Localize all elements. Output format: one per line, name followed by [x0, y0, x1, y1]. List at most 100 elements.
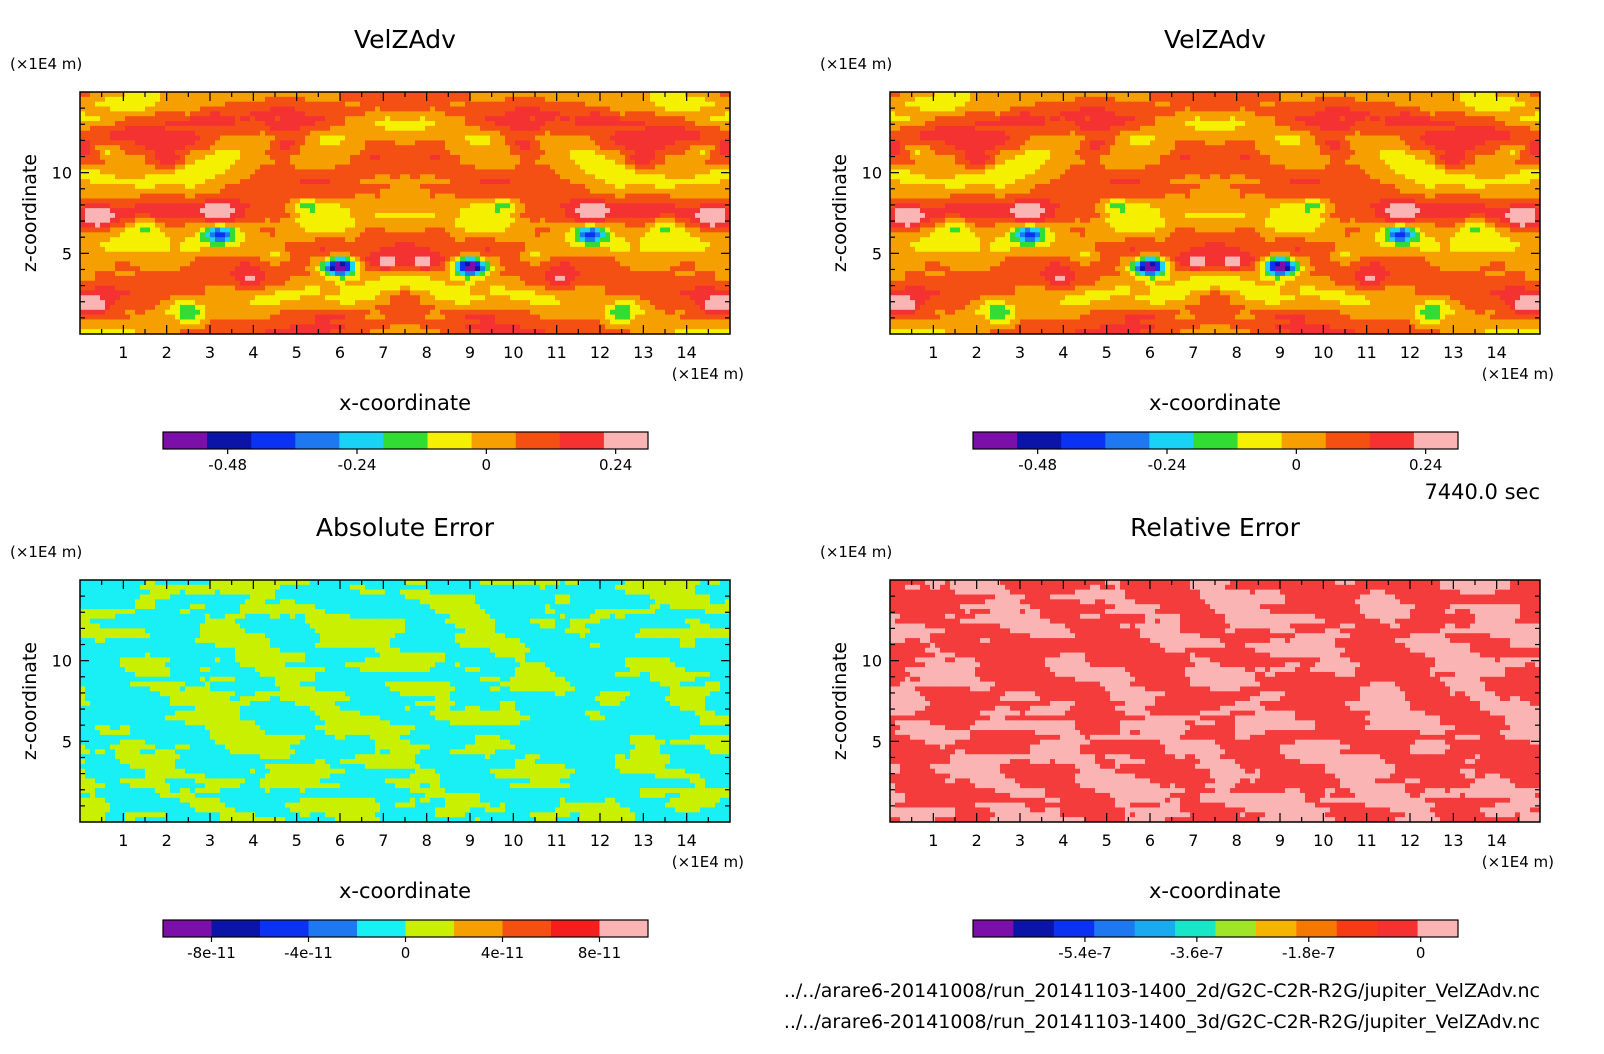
heatmap-cell: [140, 261, 146, 267]
heatmap-cell: [260, 246, 266, 253]
heatmap-cell: [175, 96, 181, 103]
heatmap-cell: [245, 179, 251, 185]
heatmap-cell: [580, 183, 586, 190]
heatmap-cell: [420, 261, 426, 267]
heatmap-cell: [600, 208, 606, 214]
heatmap-cell: [650, 242, 656, 248]
heatmap-cell: [720, 198, 726, 204]
heatmap-cell: [595, 164, 601, 171]
heatmap-cell: [685, 164, 691, 171]
heatmap-cell: [420, 130, 426, 137]
heatmap-cell: [325, 183, 331, 190]
heatmap-cell: [365, 140, 371, 146]
heatmap-cell: [200, 275, 206, 282]
heatmap-cell: [535, 242, 541, 248]
heatmap-cell: [450, 208, 456, 214]
heatmap-cell: [625, 183, 631, 190]
heatmap-cell: [555, 246, 561, 253]
heatmap-cell: [200, 145, 206, 151]
heatmap-cell: [470, 222, 476, 229]
heatmap-cell: [705, 193, 711, 200]
heatmap-cell: [85, 242, 91, 248]
heatmap-cell: [80, 183, 86, 190]
heatmap-cell: [405, 154, 411, 161]
heatmap-cell: [100, 266, 106, 272]
heatmap-cell: [320, 261, 326, 267]
heatmap-cell: [290, 183, 296, 190]
heatmap-cell: [305, 213, 311, 219]
heatmap-cell: [170, 246, 176, 253]
heatmap-cell: [95, 246, 101, 253]
heatmap-cell: [515, 271, 521, 277]
heatmap-cell: [525, 266, 531, 272]
heatmap-cell: [540, 271, 546, 277]
heatmap-cell: [275, 266, 281, 272]
heatmap-cell: [120, 275, 126, 282]
heatmap-cell: [495, 251, 501, 258]
heatmap-cell: [590, 266, 596, 272]
heatmap-cell: [365, 242, 371, 248]
heatmap-cell: [225, 198, 231, 204]
heatmap-cell: [315, 188, 321, 195]
heatmap-cell: [260, 198, 266, 204]
heatmap-cell: [480, 150, 486, 156]
heatmap-cell: [200, 135, 206, 141]
heatmap-cell: [125, 159, 131, 166]
heatmap-cell: [415, 164, 421, 171]
heatmap-cell: [405, 266, 411, 272]
heatmap-cell: [300, 242, 306, 248]
heatmap-cell: [580, 198, 586, 204]
heatmap-cell: [650, 154, 656, 161]
heatmap-cell: [680, 135, 686, 141]
heatmap-cell: [415, 169, 421, 175]
heatmap-cell: [440, 217, 446, 224]
heatmap-cell: [270, 145, 276, 151]
heatmap-cell: [690, 145, 696, 151]
heatmap-cell: [265, 150, 271, 156]
heatmap-cell: [170, 217, 176, 224]
heatmap-cell: [290, 266, 296, 272]
heatmap-cell: [160, 261, 166, 267]
heatmap-cell: [485, 251, 491, 258]
heatmap-cell: [685, 261, 691, 267]
heatmap-cell: [570, 237, 576, 243]
heatmap-cell: [245, 169, 251, 175]
heatmap-cell: [415, 266, 421, 272]
heatmap-cell: [370, 140, 376, 146]
heatmap-cell: [370, 198, 376, 204]
heatmap-cell: [590, 232, 596, 238]
heatmap-cell: [440, 237, 446, 243]
heatmap-cell: [540, 188, 546, 195]
heatmap-cell: [640, 164, 646, 171]
heatmap-cell: [435, 121, 441, 127]
heatmap-cell: [375, 237, 381, 243]
heatmap-cell: [685, 217, 691, 224]
heatmap-cell: [610, 227, 616, 233]
heatmap-cell: [635, 174, 641, 180]
heatmap-cell: [570, 246, 576, 253]
heatmap-cell: [150, 271, 156, 277]
heatmap-cell: [710, 188, 716, 195]
heatmap-cell: [340, 92, 346, 98]
heatmap-cell: [540, 242, 546, 248]
heatmap-cell: [290, 169, 296, 175]
heatmap-cell: [680, 261, 686, 267]
heatmap-cell: [635, 246, 641, 253]
heatmap-cell: [185, 198, 191, 204]
heatmap-cell: [195, 183, 201, 190]
heatmap-cell: [110, 227, 116, 233]
heatmap-cell: [625, 203, 631, 209]
heatmap-cell: [420, 227, 426, 233]
heatmap-cell: [375, 203, 381, 209]
heatmap-cell: [250, 266, 256, 272]
heatmap-cell: [720, 106, 726, 112]
heatmap-cell: [525, 232, 531, 238]
heatmap-cell: [105, 275, 111, 282]
heatmap-cell: [515, 179, 521, 185]
heatmap-cell: [640, 208, 646, 214]
heatmap-cell: [495, 222, 501, 229]
heatmap-cell: [120, 125, 126, 132]
heatmap-cell: [460, 246, 466, 253]
heatmap-cell: [295, 183, 301, 190]
heatmap-cell: [470, 116, 476, 122]
